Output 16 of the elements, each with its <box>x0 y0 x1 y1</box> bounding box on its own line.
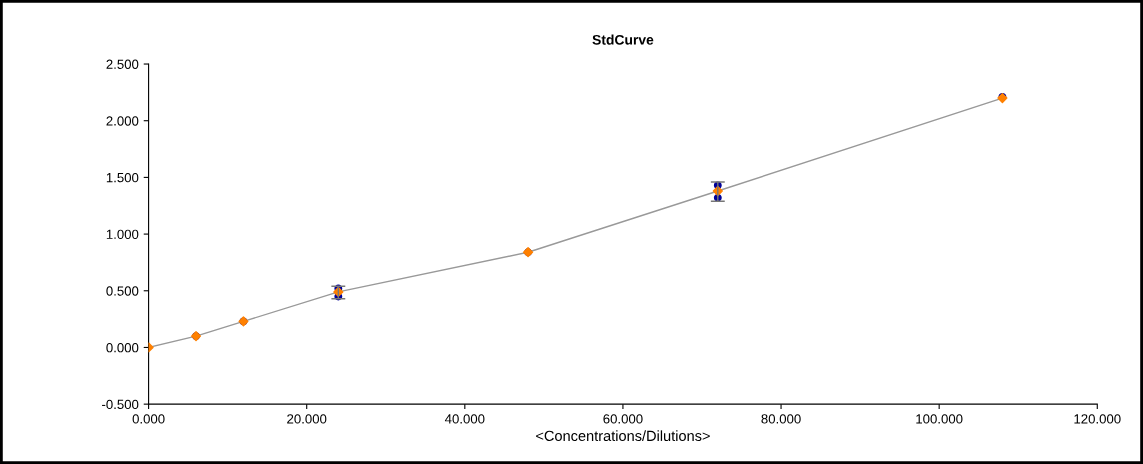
y-tick-label: 1.500 <box>106 172 139 183</box>
x-tick-label: 120.000 <box>1074 414 1121 424</box>
x-tick-label: 100.000 <box>916 414 963 424</box>
y-tick-label: 2.500 <box>106 59 139 69</box>
x-tick-label: 0.000 <box>132 414 165 424</box>
y-tick-label: 1.000 <box>106 229 139 239</box>
x-tick-label: 20.000 <box>287 414 327 424</box>
x-tick-label: 60.000 <box>603 414 643 424</box>
chart-title: StdCurve <box>592 34 654 45</box>
y-tick-label: -0.500 <box>102 399 139 410</box>
y-tick-label: 0.500 <box>106 286 139 296</box>
x-tick-label: 40.000 <box>444 414 485 424</box>
y-tick-label: 0.000 <box>106 343 139 353</box>
y-tick-label: 2.000 <box>106 116 139 126</box>
x-tick-label: 80.000 <box>761 414 801 424</box>
x-axis-title: <Concentrations/Dilutions> <box>536 430 710 442</box>
